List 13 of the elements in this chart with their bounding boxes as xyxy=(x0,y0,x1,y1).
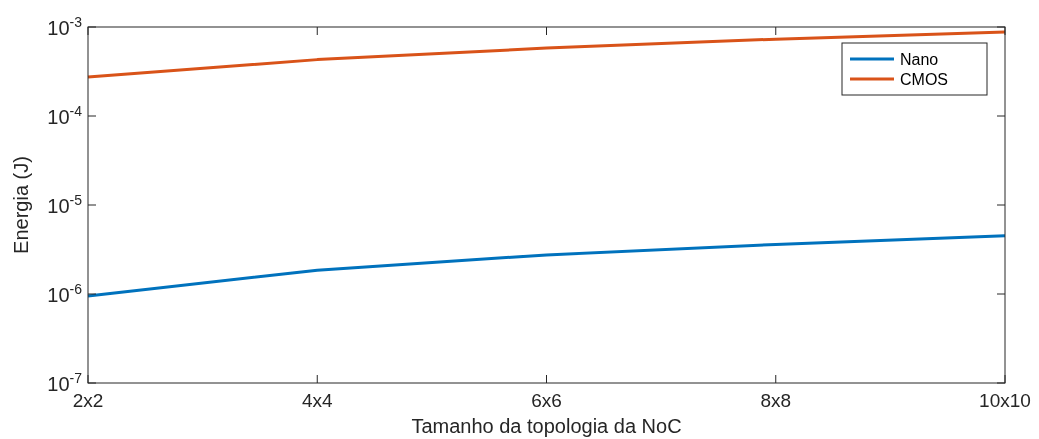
x-axis-title: Tamanho da topologia da NoC xyxy=(411,415,682,437)
legend-label: Nano xyxy=(900,51,939,68)
x-tick-label: 10x10 xyxy=(979,390,1031,411)
y-axis-title: Energia (J) xyxy=(10,156,32,254)
y-tick-label: 10$^{-5}$ xyxy=(47,192,83,217)
x-tick-label: 6x6 xyxy=(531,390,562,411)
line-series xyxy=(86,234,1007,298)
y-tick-label: 10$^{-3}$ xyxy=(47,14,83,39)
y-tick-label: 10$^{-4}$ xyxy=(47,103,83,128)
x-tick-label: 8x8 xyxy=(760,390,792,411)
y-tick-label: 10$^{-6}$ xyxy=(47,281,83,306)
legend-label: CMOS xyxy=(900,71,948,88)
x-tick-label: 4x4 xyxy=(301,390,333,411)
